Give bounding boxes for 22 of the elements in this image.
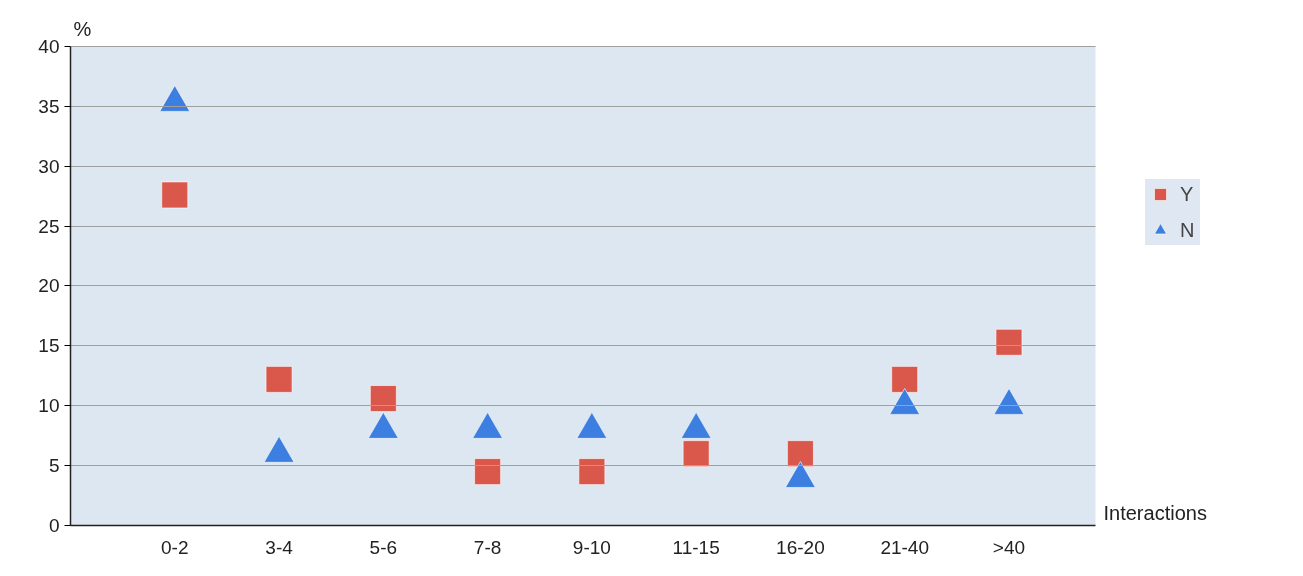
y-tick-label: 25	[38, 215, 60, 237]
x-axis-title: Interactions	[1103, 501, 1207, 524]
y-tick-label: 35	[38, 95, 60, 117]
y-tick-label: 15	[38, 335, 60, 357]
x-tick-label: 9-10	[572, 536, 611, 558]
x-tick-label: 0-2	[161, 536, 189, 558]
x-tick-label: 11-15	[672, 536, 720, 558]
y-tick-label: 0	[48, 515, 60, 536]
x-tick-label: 21-40	[880, 536, 929, 558]
x-tick-label: 7-8	[473, 536, 502, 558]
y-tick-label: 5	[48, 455, 60, 477]
x-tick-label: 3-4	[265, 536, 294, 558]
y-tick-label: 10	[38, 395, 60, 417]
legend-label: N	[1180, 218, 1196, 242]
x-tick-label: 16-20	[776, 536, 825, 558]
y-tick-label: 20	[38, 275, 60, 297]
y-tick-label: 30	[38, 155, 60, 177]
y-tick-label: 40	[38, 35, 60, 57]
y-axis-title: %	[73, 18, 92, 41]
x-tick-label: >40	[992, 536, 1026, 558]
legend-label: Y	[1180, 182, 1195, 206]
x-tick-label: 5-6	[369, 536, 398, 558]
